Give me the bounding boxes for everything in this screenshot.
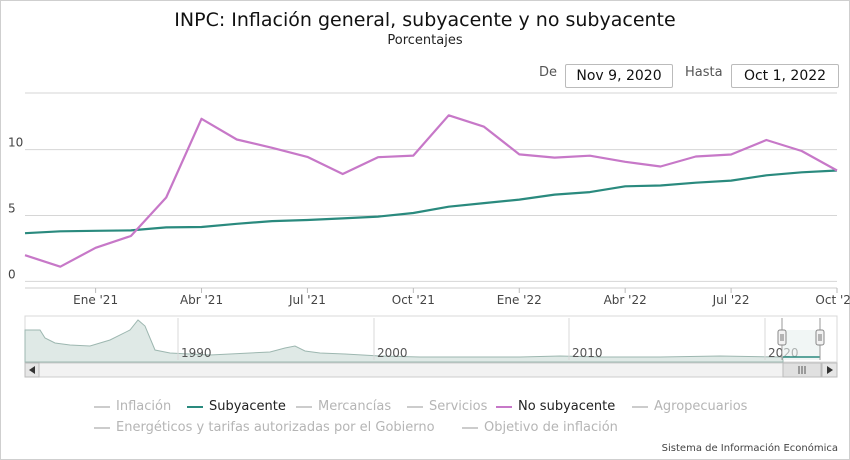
- navigator-year-label: 2010: [572, 346, 603, 360]
- legend-swatch: [407, 405, 423, 408]
- legend-swatch: [94, 405, 110, 408]
- legend-label: Agropecuarios: [654, 399, 748, 414]
- legend-swatch: [632, 405, 648, 408]
- x-axis-ticks: Ene '21 Abr '21 Jul '21 Oct '21 Ene '22 Abr '…: [73, 288, 850, 307]
- legend-item-inflacion[interactable]: Inflación: [94, 399, 171, 414]
- y-tick-label: 0: [8, 267, 16, 281]
- legend-item-no-subyacente[interactable]: No subyacente: [496, 399, 615, 414]
- legend-item-objetivo[interactable]: Objetivo de inflación: [462, 420, 618, 435]
- range-from-label: De: [539, 65, 558, 80]
- legend-label: Subyacente: [209, 399, 286, 414]
- legend-label: Objetivo de inflación: [484, 420, 618, 435]
- x-tick-label: Ene '21: [73, 293, 118, 307]
- source-credit: Sistema de Información Económica: [661, 443, 838, 454]
- navigator-selection: [783, 330, 820, 360]
- legend-label: No subyacente: [518, 399, 616, 414]
- inflation-chart: 0 5 10 Ene '21 Abr '21 Jul '21 Oct '21 Ene '22…: [8, 92, 850, 378]
- range-from-input[interactable]: Nov 9, 2020: [565, 64, 673, 88]
- x-tick-label: Ene '22: [497, 293, 542, 307]
- legend-label: Servicios: [429, 399, 488, 414]
- series-line-no-subyacente: [24, 114, 838, 268]
- grip-icon: [798, 366, 806, 374]
- navigator-history-area: [24, 319, 784, 363]
- plot-grid: 0 5 10: [8, 92, 837, 289]
- navigator-year-label: 1990: [181, 346, 212, 360]
- navigator-year-label: 2000: [377, 346, 408, 360]
- x-tick-label: Jul '22: [712, 293, 750, 307]
- legend-item-mercancias[interactable]: Mercancías: [296, 399, 391, 414]
- navigator-left-handle[interactable]: [777, 318, 787, 360]
- navigator-right-handle[interactable]: [815, 318, 825, 360]
- grip-handle-icon: [815, 329, 825, 346]
- legend-swatch: [462, 426, 478, 429]
- series-line-subyacente: [24, 169, 838, 235]
- legend-item-agropecuarios[interactable]: Agropecuarios: [632, 399, 747, 414]
- x-tick-label: Oct '21: [392, 293, 435, 307]
- plot-series: [24, 114, 838, 268]
- scrollbar-track: [24, 362, 838, 378]
- y-tick-label: 10: [8, 136, 23, 150]
- legend-item-energeticos[interactable]: Energéticos y tarifas autorizadas por el…: [94, 420, 435, 435]
- legend-swatch: [94, 426, 110, 429]
- navigator-scrollbar[interactable]: [24, 362, 838, 378]
- legend-swatch: [296, 405, 312, 408]
- legend-item-subyacente[interactable]: Subyacente: [187, 399, 286, 414]
- y-tick-label: 5: [8, 202, 16, 216]
- chart-title: INPC: Inflación general, subyacente y no…: [174, 9, 676, 31]
- legend-item-servicios[interactable]: Servicios: [407, 399, 487, 414]
- legend-label: Mercancías: [318, 399, 392, 414]
- navigator[interactable]: 1990 2000 2010 2020: [24, 315, 838, 363]
- legend-label: Inflación: [116, 399, 172, 414]
- chart-subtitle: Porcentajes: [387, 33, 463, 48]
- range-to-input[interactable]: Oct 1, 2022: [731, 64, 839, 88]
- legend-swatch: [496, 405, 512, 408]
- legend-label: Energéticos y tarifas autorizadas por el…: [116, 420, 435, 435]
- arrow-right-icon: [827, 366, 833, 374]
- x-tick-label: Oct '22: [815, 293, 850, 307]
- arrow-left-icon: [29, 366, 35, 374]
- grip-handle-icon: [777, 329, 787, 346]
- x-tick-label: Abr '21: [180, 293, 223, 307]
- range-to-label: Hasta: [685, 65, 723, 80]
- x-tick-label: Jul '21: [288, 293, 326, 307]
- x-tick-label: Abr '22: [604, 293, 647, 307]
- legend-swatch: [187, 405, 203, 408]
